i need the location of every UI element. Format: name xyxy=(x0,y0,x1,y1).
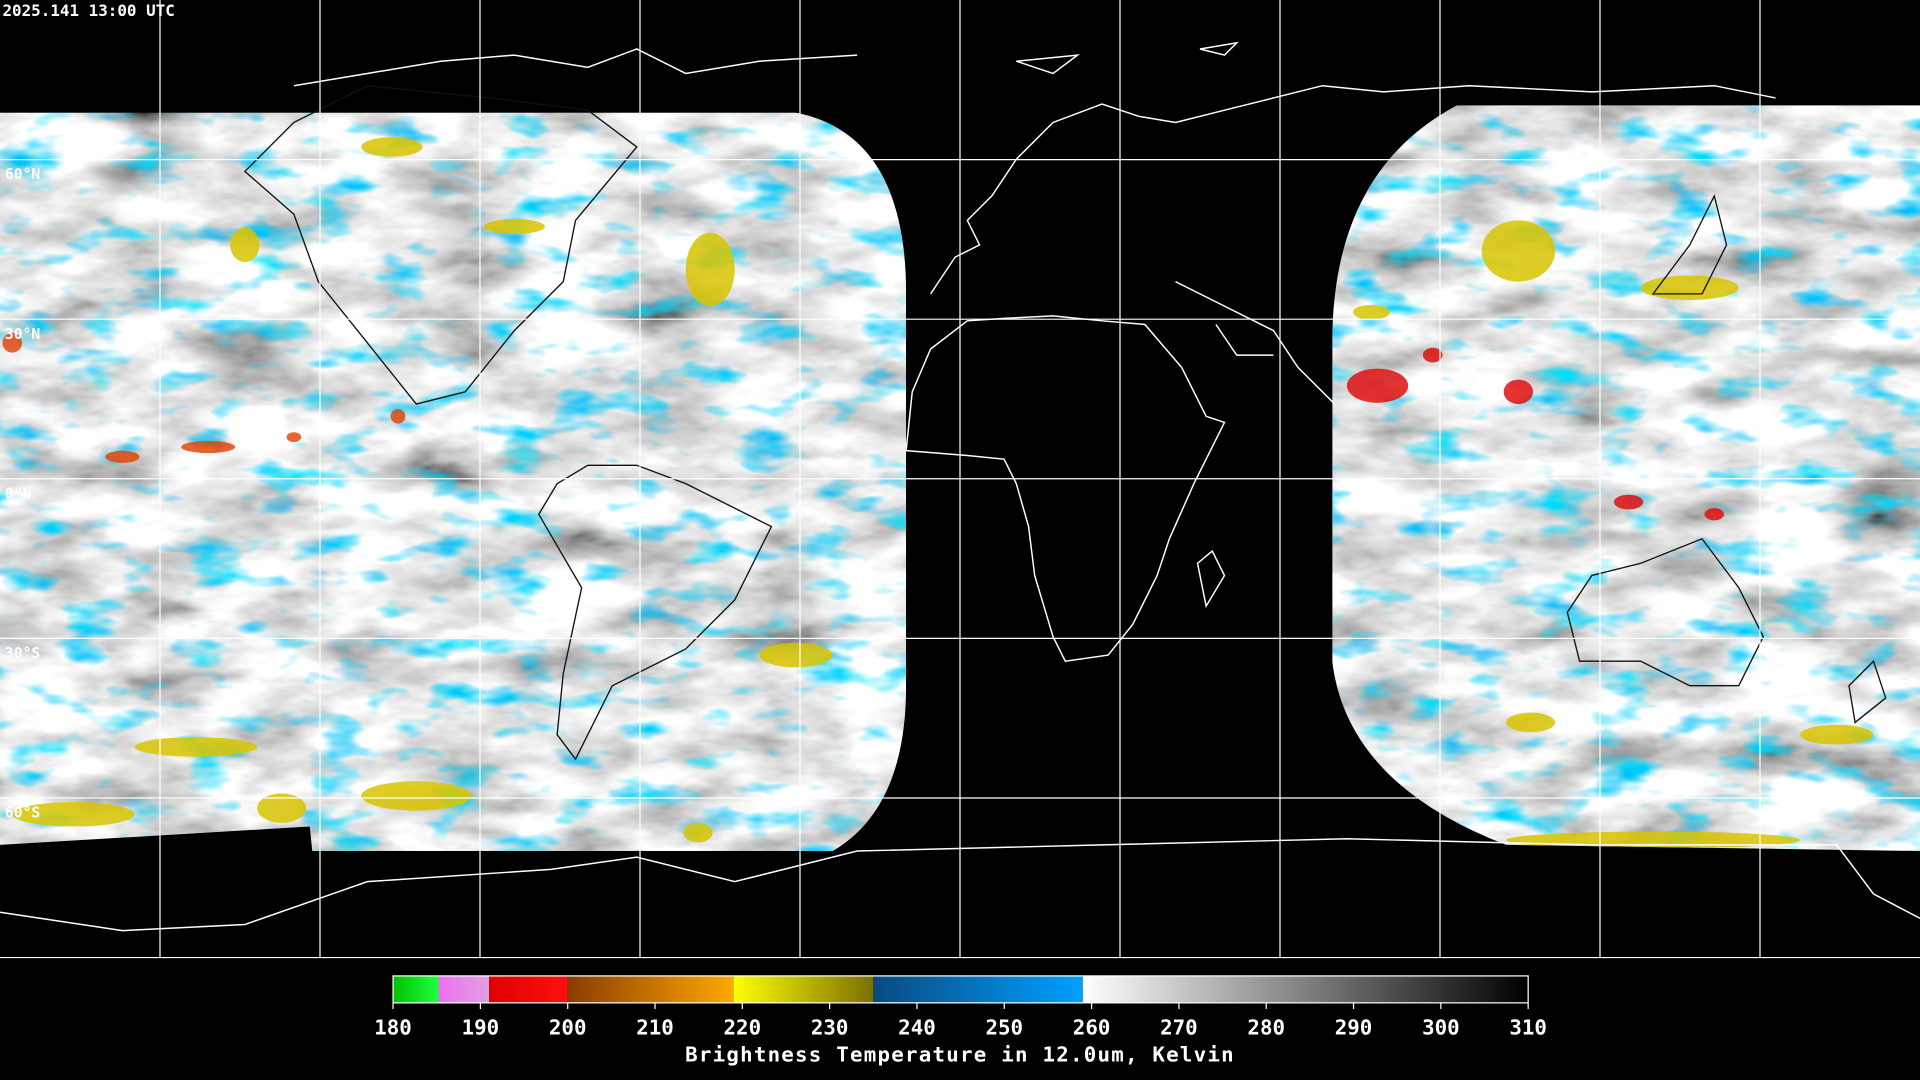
colorbar-frame xyxy=(392,975,1529,1004)
colorbar-tick-label: 290 xyxy=(1335,1016,1373,1040)
colorbar-tick-label: 200 xyxy=(549,1016,587,1040)
latitude-label: 30°S xyxy=(5,645,40,662)
graticule xyxy=(0,0,1920,959)
colorbar-tick-label: 310 xyxy=(1509,1016,1547,1040)
latitude-labels: 60°N 30°N 0°N 30°S 60°S xyxy=(5,166,40,821)
latitude-label: 0°N xyxy=(5,485,32,502)
latitude-label: 60°S xyxy=(5,805,40,822)
colorbar-tick-label: 190 xyxy=(462,1016,500,1040)
colorbar-tick-label: 230 xyxy=(811,1016,849,1040)
colorbar-tick-label: 280 xyxy=(1247,1016,1285,1040)
colorbar-segment xyxy=(1082,975,1529,1003)
colorbar-tick-label: 220 xyxy=(724,1016,762,1040)
colorbar-segment xyxy=(567,975,734,1003)
colorbar-segment xyxy=(489,975,568,1003)
colorbar: 180 190 200 210 220 230 240 250 260 270 280 290 300 3… xyxy=(374,975,1547,1040)
colorbar-tick-label: 260 xyxy=(1073,1016,1111,1040)
colorbar-segment xyxy=(438,975,490,1003)
latitude-label: 60°N xyxy=(5,166,40,183)
coastlines-imagery xyxy=(243,85,1887,761)
timestamp: 2025.141 13:00 UTC xyxy=(2,1,174,20)
colorbar-tick-label: 300 xyxy=(1422,1016,1460,1040)
latitude-label: 30°N xyxy=(5,326,40,343)
imagery-west xyxy=(0,112,907,852)
colorbar-tick-label: 250 xyxy=(985,1016,1023,1040)
colorbar-tick-label: 210 xyxy=(636,1016,674,1040)
colorbar-tick-label: 180 xyxy=(374,1016,412,1040)
colorbar-segment xyxy=(733,975,874,1003)
colorbar-segment xyxy=(393,975,439,1003)
colorbar-tick-label: 270 xyxy=(1160,1016,1198,1040)
colorbar-segment xyxy=(873,975,1083,1003)
colorbar-tick-label: 240 xyxy=(898,1016,936,1040)
imagery-east xyxy=(1332,105,1920,852)
colorbar-title: Brightness Temperature in 12.0um, Kelvin xyxy=(685,1043,1235,1067)
